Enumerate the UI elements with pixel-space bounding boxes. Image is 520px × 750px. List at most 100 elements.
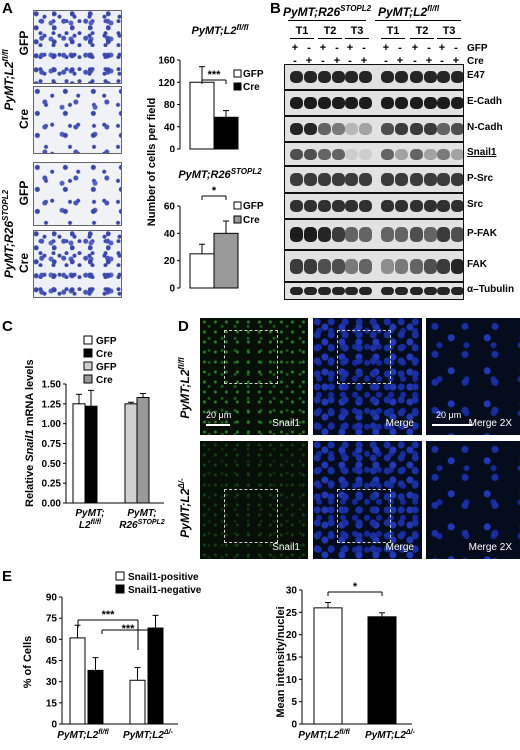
cre-sign-9: + bbox=[425, 55, 433, 67]
channel-label-snail1-1: Snail1 bbox=[272, 418, 300, 429]
legend-a-top-cre-swatch bbox=[233, 82, 242, 91]
genotype-label-l2delta-d: PyMT;L2Δ/- bbox=[177, 478, 192, 538]
legend-a-top-cre: Cre bbox=[243, 82, 260, 93]
chart-a-top-title: PyMT;L2fl/fl bbox=[191, 23, 249, 37]
sig-a-bottom: * bbox=[212, 185, 217, 197]
chart-a-bottom: PyMT;R26STOPL2 0 20 40 60 * GFP Cre bbox=[164, 168, 264, 293]
gfp-sign-11: - bbox=[454, 42, 458, 54]
legend-a-top-gfp-swatch bbox=[233, 69, 242, 78]
c-tick-label-2: 0.50 bbox=[42, 459, 62, 470]
c-tick-label-3: 0.75 bbox=[42, 439, 62, 450]
protein-label-6: P-FAK bbox=[467, 227, 497, 239]
a-bottom-tick-label-0: 0 bbox=[169, 284, 175, 293]
legend-c-label-2: GFP bbox=[96, 362, 117, 373]
scale-bar-2 bbox=[432, 424, 472, 426]
cre-sign-11: + bbox=[452, 55, 460, 67]
cre-sign-10: - bbox=[440, 55, 444, 67]
bar-a-top-gfp bbox=[189, 81, 215, 150]
a-top-tick-label-3: 120 bbox=[158, 78, 175, 89]
image-label-gfp-2: GFP bbox=[17, 180, 31, 206]
blot-psrc bbox=[284, 166, 464, 193]
chart-e-right-cat-2: PyMT;L2Δ/- bbox=[365, 729, 416, 741]
chart-a-top: PyMT;L2fl/fl 0 40 80 120 160 *** GFP Cre bbox=[158, 23, 264, 153]
genotype-label-l2-d: PyMT;L2fl/fl bbox=[177, 357, 192, 419]
gfp-sign-3: - bbox=[335, 42, 339, 54]
e-right-tick-label-6: 30 bbox=[286, 586, 298, 597]
panel-label-b: B bbox=[270, 0, 281, 17]
gfp-sign-2: + bbox=[319, 42, 327, 54]
gfp-sign-6: + bbox=[382, 42, 390, 54]
lane-group-3: T1 bbox=[381, 24, 405, 39]
e-right-tick-label-5: 25 bbox=[286, 608, 298, 619]
chart-e-left: Snail1-positive Snail1-negative 0 15 30 45 60… bbox=[46, 571, 202, 741]
legend-a-bottom-gfp: GFP bbox=[243, 201, 264, 212]
row-label-cre: Cre bbox=[467, 56, 484, 67]
genotype-label-l2-a: PyMT;L2fl/fl bbox=[1, 49, 16, 111]
chart-e-left-cat-2: PyMT;L2Δ/- bbox=[123, 729, 174, 741]
protein-label-4: P-Src bbox=[467, 172, 494, 184]
legend-e-swatch-1 bbox=[115, 584, 125, 594]
bar-c-l2-gfp bbox=[72, 403, 86, 504]
row-label-gfp: GFP bbox=[467, 43, 488, 54]
bar-c-r26-gfp bbox=[124, 403, 138, 504]
legend-c-swatch-3 bbox=[83, 374, 93, 384]
cre-sign-2: - bbox=[321, 55, 325, 67]
protein-label-5: Src bbox=[467, 199, 484, 210]
channel-label-merge-1: Merge bbox=[385, 418, 414, 429]
image-label-cre-2: Cre bbox=[17, 253, 31, 274]
image-d-l2-snail1: 20 μm Snail1 bbox=[200, 318, 308, 435]
bar-a-top-cre bbox=[213, 116, 239, 150]
bar-e-l2d-pos bbox=[129, 679, 146, 725]
channel-label-merge-2: Merge bbox=[385, 542, 414, 553]
panel-label-c: C bbox=[2, 318, 13, 335]
a-top-tick-label-0: 0 bbox=[169, 145, 175, 153]
e-left-tick-label-5: 75 bbox=[46, 614, 58, 625]
c-tick-label-6: 1.50 bbox=[42, 380, 62, 391]
legend-c-label-1: Cre bbox=[96, 349, 113, 360]
lane-group-5: T3 bbox=[437, 24, 461, 39]
bar-a-bottom-cre bbox=[213, 232, 239, 289]
blot-ecadh bbox=[284, 90, 464, 116]
blot-src bbox=[284, 193, 464, 219]
a-top-tick-label-2: 80 bbox=[164, 100, 176, 111]
c-tick-label-0: 0.00 bbox=[42, 499, 62, 510]
protein-label-7: FAK bbox=[467, 259, 487, 270]
gfp-sign-0: + bbox=[291, 42, 299, 54]
lane-group-4: T2 bbox=[410, 24, 434, 39]
image-label-gfp-1: GFP bbox=[17, 30, 31, 56]
c-tick-label-4: 1.00 bbox=[42, 419, 62, 430]
protein-label-0: E47 bbox=[467, 70, 485, 81]
protein-label-1: E-Cadh bbox=[467, 96, 502, 107]
lane-group-1: T2 bbox=[318, 24, 342, 39]
legend-c-swatch-0 bbox=[83, 335, 93, 345]
blot-header-l2: PyMT;L2fl/fl bbox=[378, 4, 440, 19]
gfp-sign-8: + bbox=[411, 42, 419, 54]
chart-c: GFP Cre GFP Cre 0.00 0.25 0.50 0.75 1.00 1.25 1.5… bbox=[42, 335, 165, 531]
legend-c-swatch-2 bbox=[83, 361, 93, 371]
chart-e-right-cat-1: PyMT;L2fl/fl bbox=[298, 729, 350, 741]
a-top-tick-label-1: 40 bbox=[164, 122, 176, 133]
a-bottom-tick-label-1: 20 bbox=[164, 256, 176, 267]
cre-sign-7: + bbox=[396, 55, 404, 67]
e-left-tick-label-1: 15 bbox=[46, 698, 58, 709]
e-right-tick-label-1: 5 bbox=[291, 697, 297, 708]
micrograph-r26-gfp bbox=[33, 162, 122, 226]
image-d-l2-merge: Merge bbox=[313, 318, 422, 435]
scale-bar-1 bbox=[206, 424, 230, 426]
a-bottom-tick-label-2: 40 bbox=[164, 229, 176, 240]
legend-e-label-0: Snail1-positive bbox=[128, 572, 199, 583]
protein-label-8: α–Tubulin bbox=[467, 284, 515, 295]
protein-label-2: N-Cadh bbox=[467, 122, 503, 133]
sig-e-right: * bbox=[353, 581, 358, 593]
bar-e-l2d-neg bbox=[147, 627, 164, 725]
blot-snail1 bbox=[284, 142, 464, 166]
image-d-l2-merge2x: 20 μm Merge 2X bbox=[426, 318, 520, 435]
legend-a-bottom-gfp-swatch bbox=[233, 201, 242, 210]
e-left-tick-label-6: 90 bbox=[46, 593, 58, 604]
micrograph-l2-gfp bbox=[33, 10, 122, 84]
svg-text:R26STOPL2: R26STOPL2 bbox=[119, 519, 165, 531]
bar-e-l2-neg bbox=[87, 669, 104, 725]
e-left-tick-label-4: 60 bbox=[46, 635, 58, 646]
chart-e-left-cat-1: PyMT;L2fl/fl bbox=[57, 729, 109, 741]
image-label-cre-1: Cre bbox=[17, 109, 31, 130]
